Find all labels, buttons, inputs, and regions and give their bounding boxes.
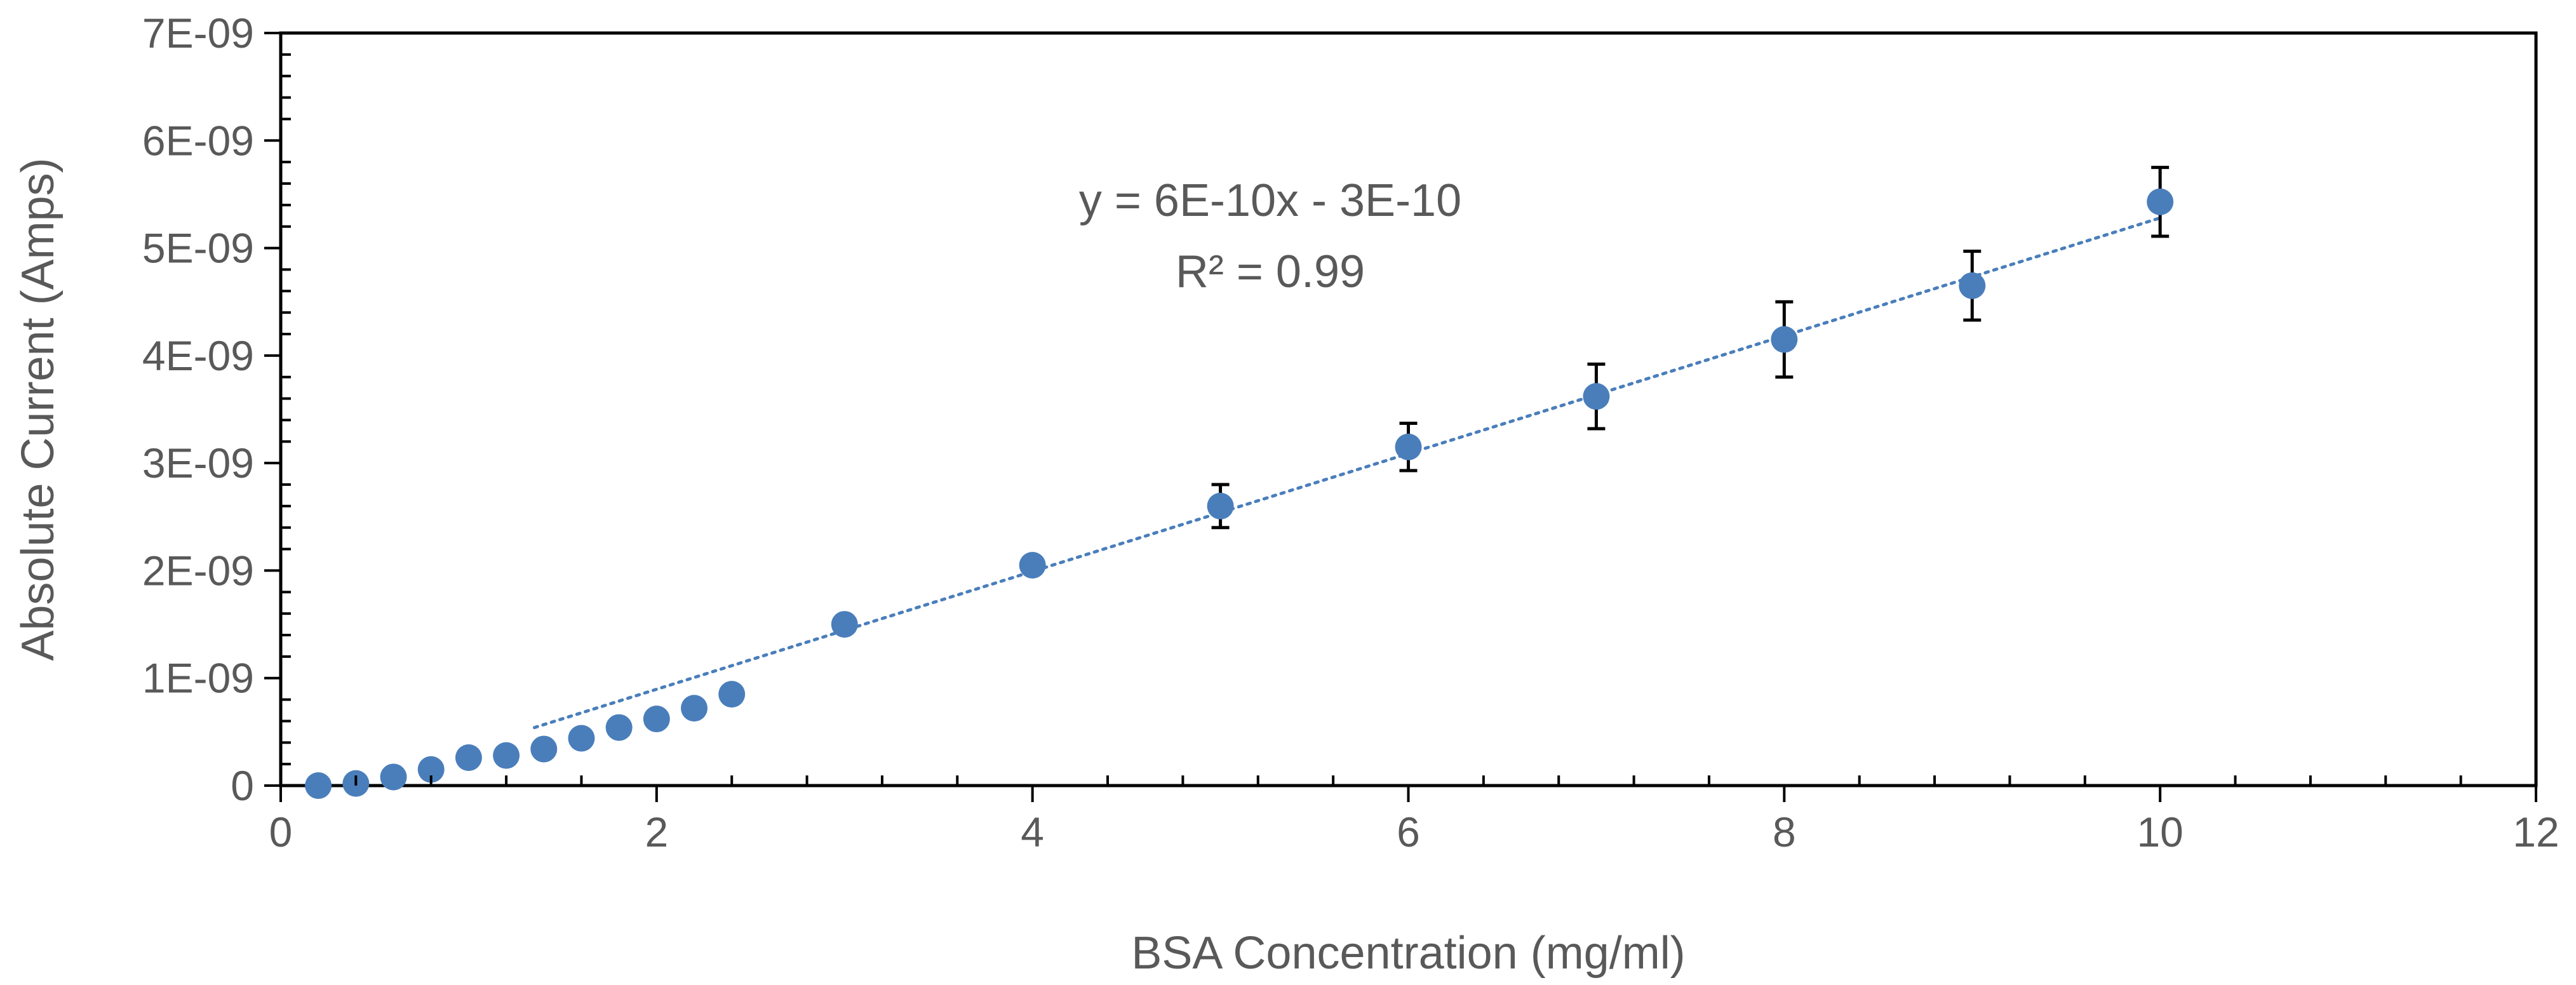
x-tick-label: 8 — [1773, 808, 1796, 855]
y-tick-label: 7E-09 — [142, 10, 254, 57]
x-tick-labels: 0 2 4 6 8 10 12 — [269, 808, 2559, 855]
data-point — [1771, 326, 1798, 353]
y-tick-label: 1E-09 — [142, 655, 254, 702]
data-point — [1583, 383, 1610, 410]
data-point — [831, 611, 858, 638]
y-tick-label: 4E-09 — [142, 332, 254, 379]
data-point — [718, 681, 746, 708]
x-tick-label: 4 — [1021, 808, 1044, 855]
data-point — [530, 735, 558, 763]
x-tick-label: 12 — [2512, 808, 2559, 855]
x-tick-label: 0 — [269, 808, 293, 855]
data-point — [643, 706, 670, 733]
trendline-layer — [532, 216, 2162, 730]
x-tick-label: 6 — [1397, 808, 1420, 855]
trendline-equation: y = 6E-10x - 3E-10 — [1079, 175, 1461, 226]
data-point — [605, 714, 633, 741]
y-tick-label: 2E-09 — [142, 547, 254, 594]
y-tick-label: 0 — [231, 762, 254, 809]
data-point — [417, 756, 445, 783]
data-point — [1959, 272, 1986, 299]
x-tick-label: 10 — [2137, 808, 2183, 855]
y-tick-label: 6E-09 — [142, 117, 254, 164]
data-point — [305, 772, 332, 799]
y-tick-labels: 0 1E-09 2E-09 3E-09 4E-09 5E-09 6E-09 7E-09 — [142, 10, 254, 809]
axes-layer — [264, 32, 2537, 802]
x-axis-title: BSA Concentration (mg/ml) — [1131, 928, 1685, 979]
data-point — [455, 744, 482, 771]
data-point — [1019, 551, 1046, 579]
y-axis-title: Absolute Current (Amps) — [13, 157, 64, 660]
data-point — [568, 725, 595, 752]
data-point — [681, 695, 708, 722]
trendline-r-squared: R² = 0.99 — [1176, 246, 1365, 297]
data-point — [2147, 188, 2174, 215]
data-point — [493, 742, 520, 769]
data-point — [1207, 492, 1234, 519]
x-tick-label: 2 — [645, 808, 668, 855]
data-point — [380, 763, 407, 791]
data-point — [1395, 433, 1422, 460]
trendline — [532, 216, 2162, 730]
y-tick-label: 3E-09 — [142, 439, 254, 486]
y-tick-label: 5E-09 — [142, 225, 254, 272]
